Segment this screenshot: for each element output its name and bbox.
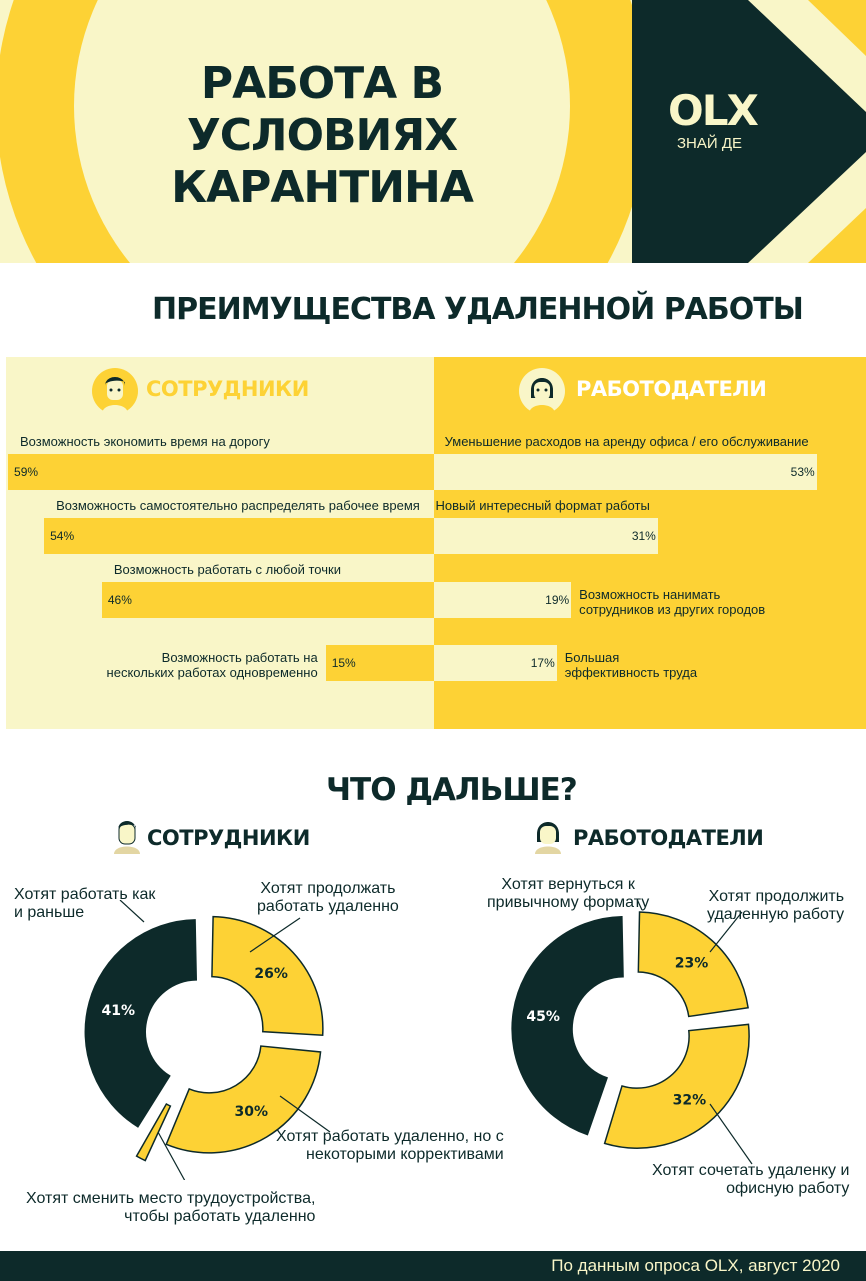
employer-bar-label: Возможность нанимать сотрудников из други… bbox=[579, 587, 765, 617]
donut-value-label: 26% bbox=[254, 966, 288, 982]
leader-line bbox=[249, 917, 301, 953]
label-line: офисную работу bbox=[726, 1180, 850, 1197]
donut-value-label: 32% bbox=[673, 1092, 707, 1108]
next-title: ЧТО ДАЛЬШЕ? bbox=[326, 772, 578, 808]
employer-small-icon bbox=[535, 822, 561, 854]
donut-label-right-b: Хотят сочетать удаленку и офисную работу bbox=[652, 1162, 849, 1198]
leader-line bbox=[709, 1103, 753, 1165]
donut-label-left-b: Хотят работать удаленно, но с некоторыми… bbox=[276, 1128, 504, 1164]
label-line: Хотят продолжить bbox=[708, 888, 845, 905]
employee-bar bbox=[325, 645, 434, 681]
employer-bar-label: Большая эффективность труда bbox=[565, 650, 697, 680]
footer: По данным опроса OLX, август 2020 bbox=[0, 1251, 866, 1281]
donut-value-label: 45% bbox=[526, 1009, 560, 1025]
label-line: сотрудников из других городов bbox=[579, 602, 766, 617]
employer-bar bbox=[434, 582, 572, 618]
label-line: удаленную работу bbox=[707, 906, 845, 923]
label-line: Возможность работать на bbox=[161, 650, 318, 665]
donut-slice bbox=[165, 1045, 322, 1154]
employee-bar-value: 54% bbox=[50, 529, 75, 543]
employee-bar bbox=[8, 454, 434, 490]
employee-bar-value: 15% bbox=[331, 656, 356, 670]
donut-slice bbox=[84, 919, 198, 1128]
employer-bar-value: 17% bbox=[530, 656, 555, 670]
label-line: чтобы работать удаленно bbox=[124, 1208, 316, 1225]
label-line: нескольких работах одновременно bbox=[106, 665, 318, 680]
label-line: Хотят сочетать удаленку и bbox=[652, 1162, 850, 1179]
leader-line bbox=[709, 911, 743, 953]
donut-slice bbox=[511, 916, 624, 1136]
employee-bar-label: Возможность работать с любой точки bbox=[113, 562, 341, 577]
donut-value-label: 30% bbox=[234, 1104, 268, 1120]
hero-title-line-1: РАБОТА В bbox=[200, 58, 444, 109]
label-line: Хотят работать удаленно, но с bbox=[276, 1128, 504, 1145]
donut-value-label: 23% bbox=[675, 955, 709, 971]
donut-label-left-c: Хотят сменить место трудоустройства, что… bbox=[26, 1190, 315, 1226]
leader-line bbox=[279, 1095, 331, 1133]
employer-bar-value: 19% bbox=[545, 593, 570, 607]
employers-header: РАБОТОДАТЕЛИ bbox=[576, 377, 767, 401]
employers-donut-chart: 23% 32% 45% bbox=[511, 900, 753, 1165]
employer-avatar-icon bbox=[519, 368, 565, 414]
employees-header: СОТРУДНИКИ bbox=[146, 377, 309, 401]
donut-label-right-c: Хотят вернуться к привычному формату bbox=[487, 876, 649, 912]
employer-bar-value: 31% bbox=[631, 529, 656, 543]
hero-title-line-3: КАРАНТИНА bbox=[171, 162, 474, 213]
employer-bar-value: 53% bbox=[790, 465, 815, 479]
label-line: работать удаленно bbox=[257, 898, 399, 915]
employee-bar-label: Возможность самостоятельно распределять … bbox=[56, 498, 420, 513]
donut-label-left-a: Хотят продолжать работать удаленно bbox=[257, 880, 399, 916]
employee-bar-value: 46% bbox=[107, 593, 132, 607]
employer-bar bbox=[434, 518, 658, 554]
donut-slice bbox=[211, 915, 324, 1037]
next-employers-header: РАБОТОДАТЕЛИ bbox=[573, 826, 764, 850]
source-note: По данным опроса OLX, август 2020 bbox=[551, 1256, 840, 1275]
donut-label-right-a: Хотят продолжить удаленную работу bbox=[707, 888, 844, 924]
hero-title-line-2: УСЛОВИЯХ bbox=[186, 110, 458, 161]
label-line: и раньше bbox=[14, 904, 85, 921]
hero-banner: РАБОТА В УСЛОВИЯХ КАРАНТИНА OLX ЗНАЙ ДЕ bbox=[0, 0, 866, 263]
donut-slice bbox=[603, 1023, 750, 1149]
leader-line bbox=[157, 1131, 186, 1180]
employer-bar-label: Новый интересный формат работы bbox=[435, 498, 650, 513]
label-line: Большая bbox=[564, 650, 620, 665]
hero-decoration bbox=[0, 0, 866, 263]
next-employees-header: СОТРУДНИКИ bbox=[147, 826, 310, 850]
olx-logo: OLX bbox=[668, 86, 759, 135]
leader-line bbox=[636, 900, 643, 911]
donut-value-label: 41% bbox=[101, 1003, 135, 1019]
label-line: привычному формату bbox=[487, 894, 650, 911]
employee-bar bbox=[101, 582, 434, 618]
donut-slice bbox=[135, 1103, 172, 1162]
label-line: Хотят продолжать bbox=[260, 880, 396, 897]
leader-line bbox=[119, 900, 145, 923]
employee-bar-label: Возможность экономить время на дорогу bbox=[20, 434, 270, 449]
advantages-title: ПРЕИМУЩЕСТВА УДАЛЕННОЙ РАБОТЫ bbox=[152, 292, 804, 327]
brand-tagline: ЗНАЙ ДЕ bbox=[677, 135, 743, 152]
employees-donut-chart: 26%30%2%41% bbox=[84, 900, 331, 1180]
employee-bar-label: Возможность работать на нескольких работа… bbox=[107, 650, 318, 680]
label-line: Хотят работать как bbox=[14, 886, 156, 903]
label-line: Хотят сменить место трудоустройства, bbox=[26, 1190, 316, 1207]
employer-bar bbox=[434, 454, 817, 490]
label-line: эффективность труда bbox=[564, 665, 698, 680]
donut-label-left-d: Хотят работать как и раньше bbox=[14, 886, 155, 922]
donut-slice bbox=[637, 911, 749, 1018]
label-line: некоторыми коррективами bbox=[306, 1146, 504, 1163]
employer-bar bbox=[434, 645, 557, 681]
employee-bar-value: 59% bbox=[14, 465, 39, 479]
employee-small-icon bbox=[114, 821, 140, 854]
label-line: Возможность нанимать bbox=[579, 587, 721, 602]
employee-avatar-icon bbox=[92, 368, 138, 414]
employee-bar bbox=[44, 518, 434, 554]
label-line: Хотят вернуться к bbox=[501, 876, 635, 893]
employer-bar-label: Уменьшение расходов на аренду офиса / ег… bbox=[444, 434, 809, 449]
